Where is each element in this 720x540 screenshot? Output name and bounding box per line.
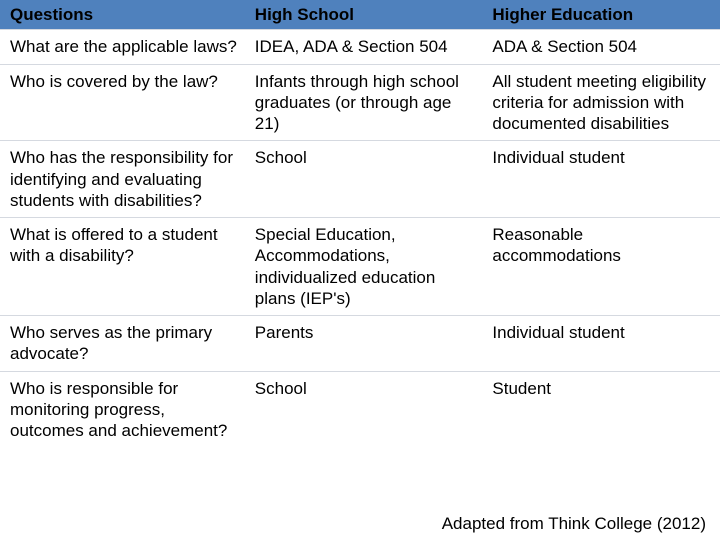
- cell-highschool: School: [245, 141, 483, 218]
- table-row: What is offered to a student with a disa…: [0, 218, 720, 316]
- table-row: Who is covered by the law? Infants throu…: [0, 64, 720, 141]
- table-row: Who is responsible for monitoring progre…: [0, 371, 720, 447]
- cell-highered: Individual student: [482, 141, 720, 218]
- cell-highschool: IDEA, ADA & Section 504: [245, 30, 483, 64]
- cell-question: What is offered to a student with a disa…: [0, 218, 245, 316]
- cell-highered: All student meeting eligibility criteria…: [482, 64, 720, 141]
- cell-question: Who is responsible for monitoring progre…: [0, 371, 245, 447]
- table-row: Who serves as the primary advocate? Pare…: [0, 316, 720, 372]
- cell-highschool: School: [245, 371, 483, 447]
- cell-highered: Student: [482, 371, 720, 447]
- cell-highschool: Infants through high school graduates (o…: [245, 64, 483, 141]
- cell-highschool: Parents: [245, 316, 483, 372]
- table-header-row: Questions High School Higher Education: [0, 0, 720, 30]
- table-row: Who has the responsibility for identifyi…: [0, 141, 720, 218]
- table-body: What are the applicable laws? IDEA, ADA …: [0, 30, 720, 448]
- cell-question: What are the applicable laws?: [0, 30, 245, 64]
- cell-question: Who is covered by the law?: [0, 64, 245, 141]
- attribution-text: Adapted from Think College (2012): [442, 514, 706, 534]
- cell-highered: Individual student: [482, 316, 720, 372]
- table-row: What are the applicable laws? IDEA, ADA …: [0, 30, 720, 64]
- comparison-table: Questions High School Higher Education W…: [0, 0, 720, 447]
- cell-highschool: Special Education, Accommodations, indiv…: [245, 218, 483, 316]
- cell-highered: ADA & Section 504: [482, 30, 720, 64]
- cell-question: Who has the responsibility for identifyi…: [0, 141, 245, 218]
- col-header-highschool: High School: [245, 0, 483, 30]
- col-header-highered: Higher Education: [482, 0, 720, 30]
- comparison-table-container: Questions High School Higher Education W…: [0, 0, 720, 540]
- cell-question: Who serves as the primary advocate?: [0, 316, 245, 372]
- col-header-questions: Questions: [0, 0, 245, 30]
- cell-highered: Reasonable accommodations: [482, 218, 720, 316]
